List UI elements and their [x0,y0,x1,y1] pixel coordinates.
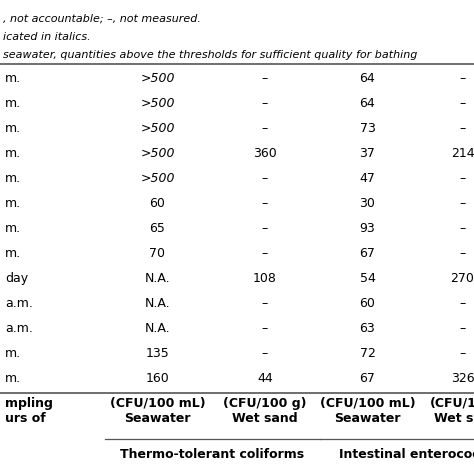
Text: urs of: urs of [5,412,46,426]
Text: m.: m. [5,72,21,85]
Text: 64: 64 [360,72,375,85]
Text: Wet san: Wet san [434,412,474,426]
Text: 72: 72 [360,347,375,360]
Text: 108: 108 [253,272,277,285]
Text: 60: 60 [360,297,375,310]
Text: –: – [459,297,465,310]
Text: m.: m. [5,197,21,210]
Text: –: – [459,322,465,335]
Text: m.: m. [5,147,21,160]
Text: –: – [262,322,268,335]
Text: >500: >500 [140,147,175,160]
Text: m.: m. [5,222,21,235]
Text: –: – [459,347,465,360]
Text: (CFU/100 mL): (CFU/100 mL) [319,396,415,410]
Text: –: – [459,97,465,110]
Text: 67: 67 [360,247,375,260]
Text: Intestinal enterococci: Intestinal enterococci [339,448,474,462]
Text: –: – [459,172,465,185]
Text: –: – [262,197,268,210]
Text: 47: 47 [360,172,375,185]
Text: seawater, quantities above the thresholds for sufficient quality for bathing: seawater, quantities above the threshold… [3,50,418,60]
Text: 270: 270 [451,272,474,285]
Text: day: day [5,272,28,285]
Text: m.: m. [5,172,21,185]
Text: Seawater: Seawater [124,412,191,426]
Text: >500: >500 [140,122,175,135]
Text: –: – [459,122,465,135]
Text: N.A.: N.A. [145,322,170,335]
Text: –: – [262,347,268,360]
Text: icated in italics.: icated in italics. [3,32,91,42]
Text: –: – [262,247,268,260]
Text: N.A.: N.A. [145,272,170,285]
Text: –: – [262,122,268,135]
Text: Wet sand: Wet sand [232,412,298,426]
Text: 64: 64 [360,97,375,110]
Text: m.: m. [5,122,21,135]
Text: –: – [262,172,268,185]
Text: >500: >500 [140,72,175,85]
Text: (CFU/100 mL): (CFU/100 mL) [109,396,205,410]
Text: 70: 70 [149,247,165,260]
Text: mpling: mpling [5,396,53,410]
Text: –: – [262,72,268,85]
Text: –: – [459,72,465,85]
Text: –: – [262,297,268,310]
Text: m.: m. [5,247,21,260]
Text: Thermo-tolerant coliforms: Thermo-tolerant coliforms [120,448,305,462]
Text: 54: 54 [360,272,375,285]
Text: 63: 63 [360,322,375,335]
Text: Seawater: Seawater [334,412,401,426]
Text: (CFU/100: (CFU/100 [430,396,474,410]
Text: >500: >500 [140,172,175,185]
Text: 135: 135 [146,347,169,360]
Text: 214: 214 [451,147,474,160]
Text: 360: 360 [253,147,277,160]
Text: –: – [459,197,465,210]
Text: 65: 65 [150,222,165,235]
Text: m.: m. [5,372,21,385]
Text: 160: 160 [146,372,169,385]
Text: –: – [262,97,268,110]
Text: 44: 44 [257,372,273,385]
Text: m.: m. [5,347,21,360]
Text: 67: 67 [360,372,375,385]
Text: 326: 326 [451,372,474,385]
Text: >500: >500 [140,97,175,110]
Text: , not accountable; –, not measured.: , not accountable; –, not measured. [3,14,201,24]
Text: 37: 37 [360,147,375,160]
Text: N.A.: N.A. [145,297,170,310]
Text: 60: 60 [150,197,165,210]
Text: –: – [459,222,465,235]
Text: m.: m. [5,97,21,110]
Text: 93: 93 [360,222,375,235]
Text: 30: 30 [360,197,375,210]
Text: a.m.: a.m. [5,322,33,335]
Text: (CFU/100 g): (CFU/100 g) [223,396,307,410]
Text: 73: 73 [360,122,375,135]
Text: –: – [459,247,465,260]
Text: a.m.: a.m. [5,297,33,310]
Text: –: – [262,222,268,235]
